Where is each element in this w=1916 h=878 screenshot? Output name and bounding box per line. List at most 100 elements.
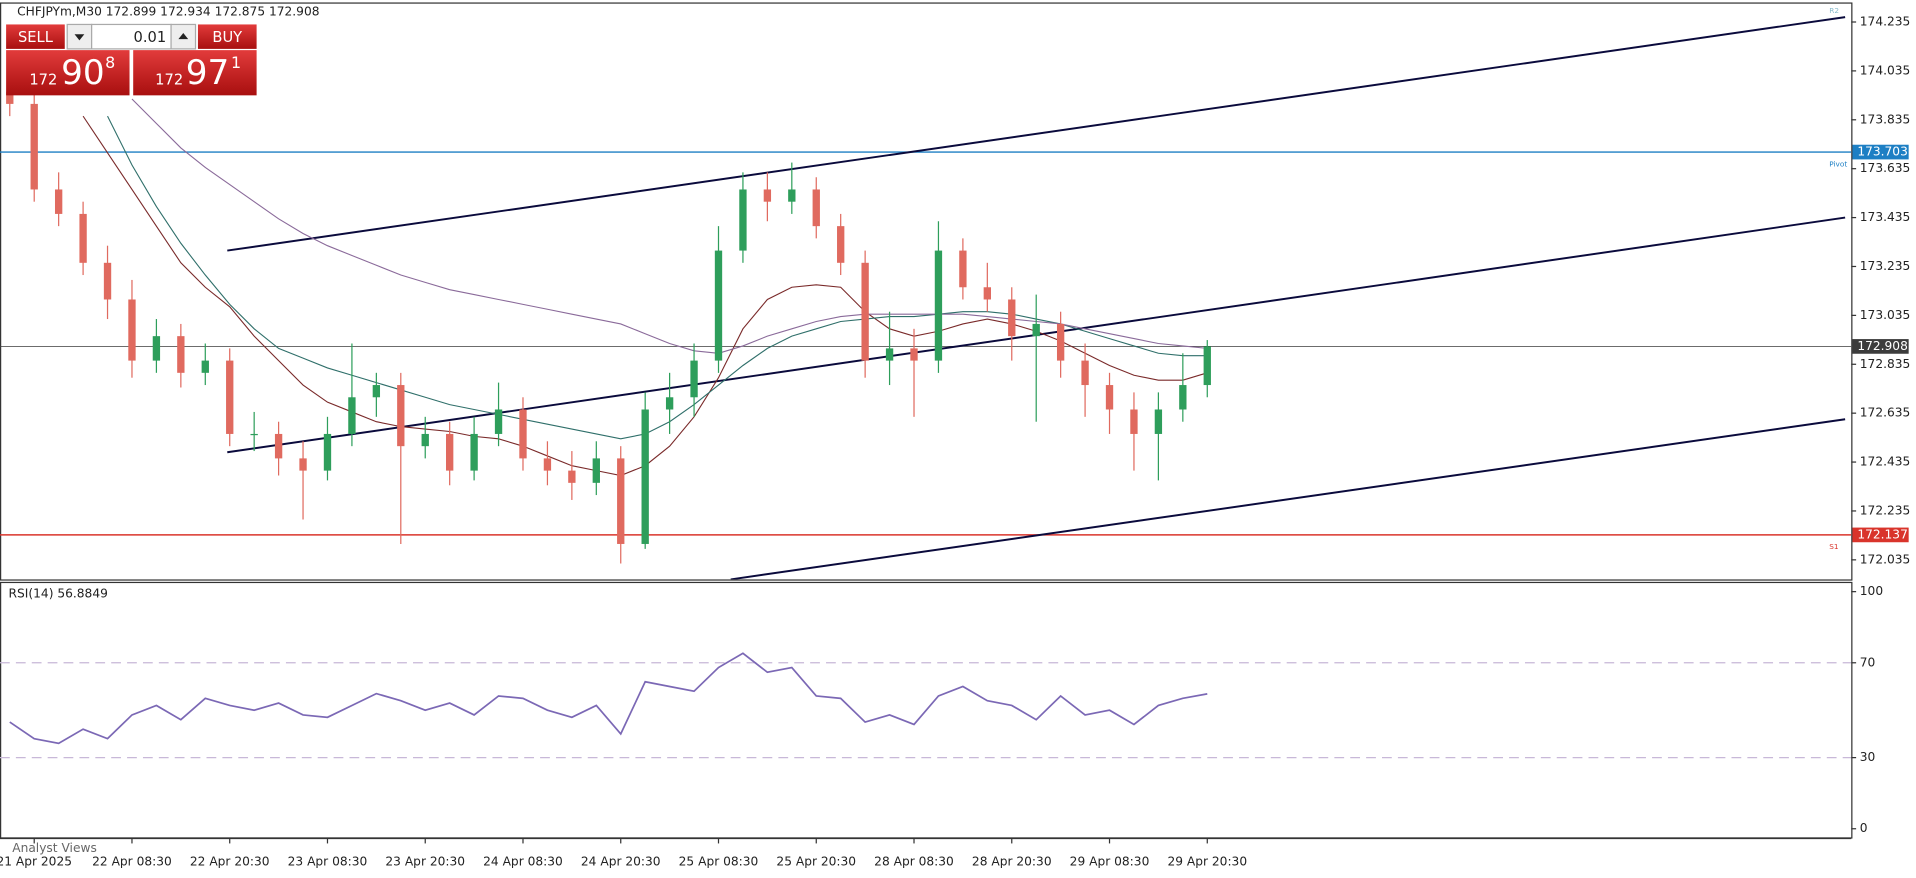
rsi-line <box>9 652 1208 745</box>
candle-body <box>519 409 527 459</box>
y-tick-label: 172.035 <box>1860 552 1911 566</box>
x-tick-label: 29 Apr 08:30 <box>1070 854 1150 868</box>
moving-average <box>131 98 1208 354</box>
lot-value: 0.01 <box>134 29 167 46</box>
y-tick-label: 173.035 <box>1860 308 1911 322</box>
level-price-label: 173.703 <box>1857 145 1908 159</box>
level-price-box <box>1852 144 1909 160</box>
candle-body <box>812 189 820 227</box>
candle-body <box>665 397 674 410</box>
y-tick-label: 173.835 <box>1860 112 1911 126</box>
level-name: S1 <box>1829 542 1838 551</box>
candle-body <box>152 336 161 361</box>
sell-button[interactable] <box>6 24 65 49</box>
candle-body <box>617 458 625 544</box>
bid-big: 172 <box>29 72 57 89</box>
candle-body <box>1008 299 1016 337</box>
rsi-plot <box>0 652 1852 759</box>
trend-line <box>730 418 1846 580</box>
sell-label[interactable]: SELL <box>18 29 54 46</box>
level-price-label: 172.908 <box>1857 339 1908 353</box>
trend-line <box>227 16 1846 252</box>
y-tick-label: 174.035 <box>1860 63 1911 77</box>
candle-body <box>1179 385 1187 410</box>
candle-body <box>446 433 454 471</box>
x-tick-label: 29 Apr 20:30 <box>1167 854 1247 868</box>
analyst-views[interactable]: Analyst Views <box>12 841 97 855</box>
candle-body <box>54 189 63 214</box>
ask-box[interactable] <box>133 50 257 96</box>
candle-body <box>372 385 381 398</box>
level-price-label: 172.137 <box>1857 527 1908 541</box>
trade-panel: SELL 0.01 BUY 172 90 8 172 97 1 <box>6 23 257 96</box>
ask-big: 172 <box>155 72 183 89</box>
price-plot <box>0 16 1852 580</box>
x-tick-label: 24 Apr 08:30 <box>483 854 563 868</box>
candle-body <box>1130 409 1138 434</box>
candle-body <box>934 250 943 361</box>
bid-fraction: 8 <box>105 53 115 72</box>
candle-body <box>6 91 14 104</box>
bid-pips: 90 <box>61 53 105 93</box>
buy-label: BUY <box>212 29 242 46</box>
x-tick-label: 22 Apr 20:30 <box>190 854 270 868</box>
y-tick-label: 174.235 <box>1860 15 1911 29</box>
candle-body <box>30 103 38 190</box>
buy-button[interactable] <box>197 24 257 49</box>
candle-body <box>641 409 649 544</box>
lot-input[interactable] <box>91 23 172 50</box>
candle-body <box>79 213 87 263</box>
candle-body <box>690 360 698 398</box>
candle-body <box>959 250 967 288</box>
y-tick-label: 172.835 <box>1860 357 1911 371</box>
main-frame <box>0 2 1853 581</box>
x-tick-label: 24 Apr 20:30 <box>581 854 661 868</box>
r2-label: R2 <box>1829 6 1839 15</box>
y-tick-label: 173.235 <box>1860 259 1911 273</box>
rsi-tick-label: 100 <box>1860 584 1883 598</box>
moving-average <box>107 115 1208 440</box>
level-name: Pivot <box>1829 159 1847 168</box>
y-tick-label: 173.435 <box>1860 210 1911 224</box>
candle-body <box>299 458 307 471</box>
x-tick-label: 28 Apr 20:30 <box>972 854 1052 868</box>
candle-body <box>592 458 600 483</box>
y-tick-label: 173.635 <box>1860 161 1911 175</box>
y-tick-label: 172.635 <box>1860 406 1911 420</box>
axes: 174.235 174.035 173.835 173.635 173.435 173.2… <box>0 15 1910 869</box>
level-price-box <box>1852 527 1909 543</box>
candle-body <box>274 433 283 459</box>
rsi-tick-label: 0 <box>1860 821 1868 835</box>
candle-body <box>348 397 356 434</box>
bid-box[interactable] <box>6 50 130 96</box>
candle-body <box>103 262 112 300</box>
candle-body <box>910 348 918 361</box>
candle-body <box>421 433 429 447</box>
y-tick-label: 172.435 <box>1860 455 1911 469</box>
rsi-tick-label: 70 <box>1860 655 1876 669</box>
rsi-label: RSI(14) 56.8849 <box>9 587 108 601</box>
x-tick-label: 23 Apr 20:30 <box>385 854 465 868</box>
x-tick-label: 23 Apr 08:30 <box>288 854 368 868</box>
ask-fraction: 1 <box>231 53 241 72</box>
candle-body <box>1056 323 1065 361</box>
x-tick-label: 25 Apr 08:30 <box>679 854 759 868</box>
candle-body <box>250 433 258 436</box>
candle-body <box>739 189 747 251</box>
up-arrow <box>178 33 189 40</box>
candle-body <box>861 262 869 361</box>
candle-body <box>788 189 796 202</box>
candle-body <box>1154 409 1163 434</box>
y-tick-label: 172.235 <box>1860 503 1911 517</box>
candle-body <box>226 360 234 434</box>
candle-body <box>885 348 894 361</box>
ask-pips: 97 <box>186 53 230 93</box>
x-tick-label: 25 Apr 20:30 <box>776 854 856 868</box>
candle-body <box>323 433 332 471</box>
candle-body <box>470 433 478 471</box>
candle-body <box>543 458 552 471</box>
candle-body <box>837 226 845 263</box>
candle-body <box>177 336 185 373</box>
